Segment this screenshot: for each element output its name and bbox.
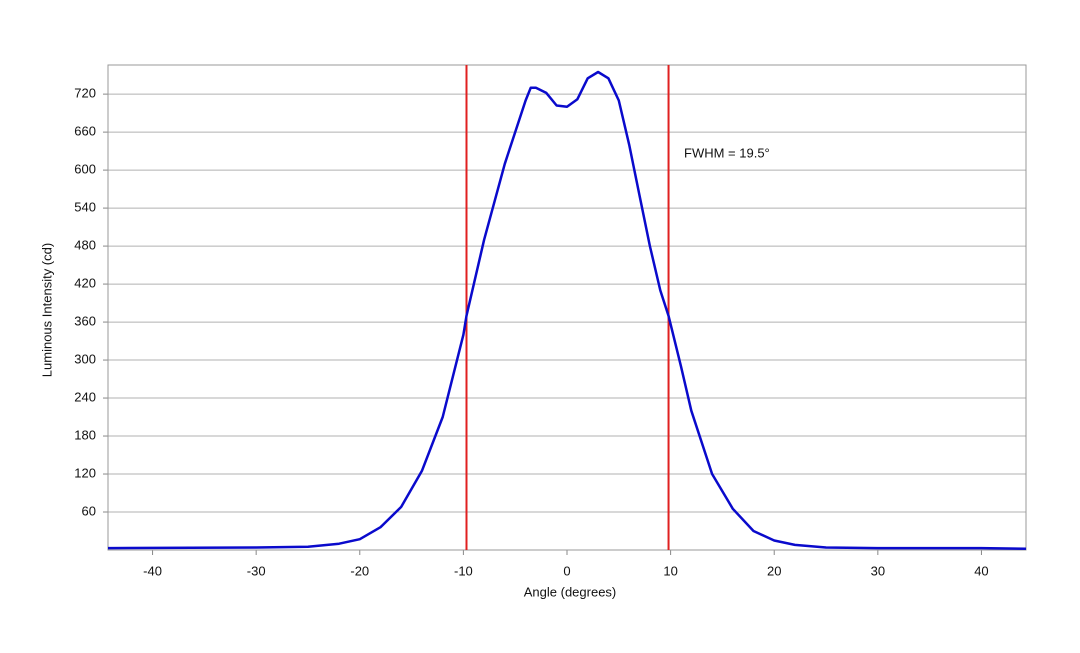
y-tick-label: 720 [74, 86, 96, 101]
y-tick-label: 600 [74, 162, 96, 177]
y-tick-label: 360 [74, 314, 96, 329]
x-tick-label: -10 [454, 563, 473, 578]
y-tick-label: 420 [74, 276, 96, 291]
y-tick-label: 120 [74, 465, 96, 480]
y-tick-label: 300 [74, 351, 96, 366]
x-tick-label: 40 [974, 563, 988, 578]
x-tick-label: -20 [350, 563, 369, 578]
y-tick-label: 660 [74, 124, 96, 139]
data-line [107, 70, 1027, 550]
x-tick-label: 0 [563, 563, 570, 578]
y-tick-label: 480 [74, 238, 96, 253]
x-axis-label: Angle (degrees) [524, 584, 617, 599]
x-tick-label: 20 [767, 563, 781, 578]
plot-border [107, 64, 1027, 551]
y-tick-label: 180 [74, 427, 96, 442]
y-tick-label: 240 [74, 389, 96, 404]
y-axis-label: Luminous Intensity (cd) [39, 243, 54, 377]
x-tick-label: -40 [143, 563, 162, 578]
y-tick-label: 540 [74, 200, 96, 215]
x-tick-label: 30 [871, 563, 885, 578]
y-tick-label: 60 [82, 503, 96, 518]
x-tick-label: 10 [663, 563, 677, 578]
annotation: FWHM = 19.5° [684, 145, 770, 160]
x-tick-label: -30 [247, 563, 266, 578]
